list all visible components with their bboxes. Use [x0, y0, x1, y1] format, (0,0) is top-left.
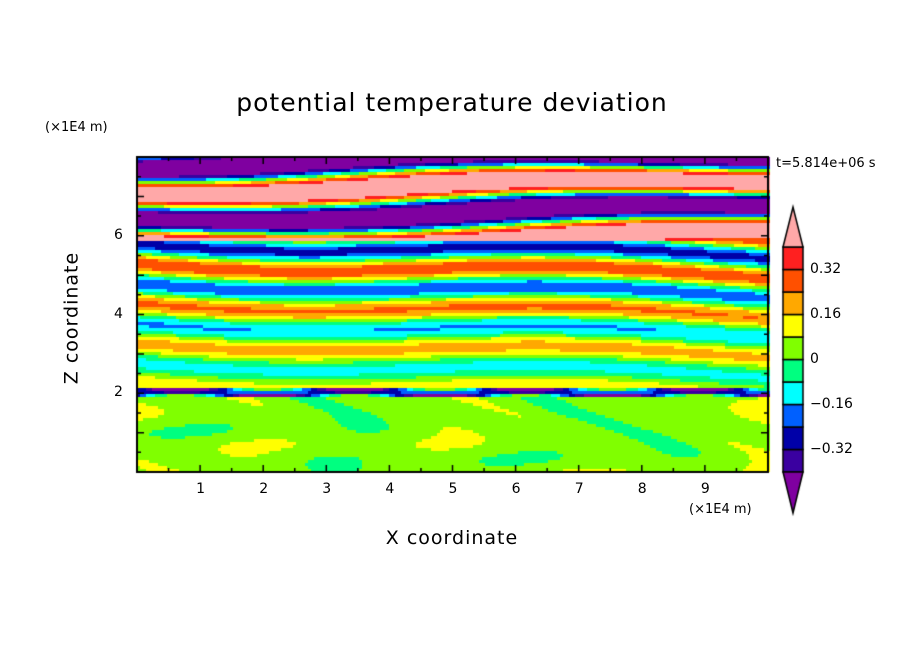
- colorbar-tick-label: 0: [810, 350, 819, 367]
- colorbar-tick-label: −0.32: [810, 440, 853, 457]
- x-tick-label: 3: [322, 481, 332, 497]
- colorbar-tick-label: 0.16: [810, 305, 842, 322]
- colorbar-tick-label: 0.32: [810, 260, 842, 277]
- y-tick-label: 4: [114, 305, 123, 322]
- x-tick-label: 6: [511, 481, 521, 497]
- time-annotation: t=5.814e+06 s: [776, 156, 876, 171]
- x-axis-label: X coordinate: [385, 527, 519, 549]
- chart-title: potential temperature deviation: [236, 88, 668, 117]
- y-axis-unit: (×1E4 m): [45, 120, 108, 135]
- x-tick-label: 5: [448, 481, 458, 497]
- x-tick-label: 1: [196, 481, 206, 497]
- y-axis-label: Z coordinate: [60, 251, 83, 385]
- colorbar-tick-label: −0.16: [810, 395, 853, 412]
- x-tick-label: 8: [637, 481, 647, 497]
- x-tick-label: 7: [574, 481, 584, 497]
- x-tick-label: 2: [259, 481, 269, 497]
- x-tick-label: 4: [385, 481, 395, 497]
- x-tick-label: 9: [700, 481, 710, 497]
- x-axis-unit: (×1E4 m): [689, 502, 752, 517]
- y-tick-label: 6: [114, 226, 123, 243]
- y-tick-label: 2: [114, 384, 123, 401]
